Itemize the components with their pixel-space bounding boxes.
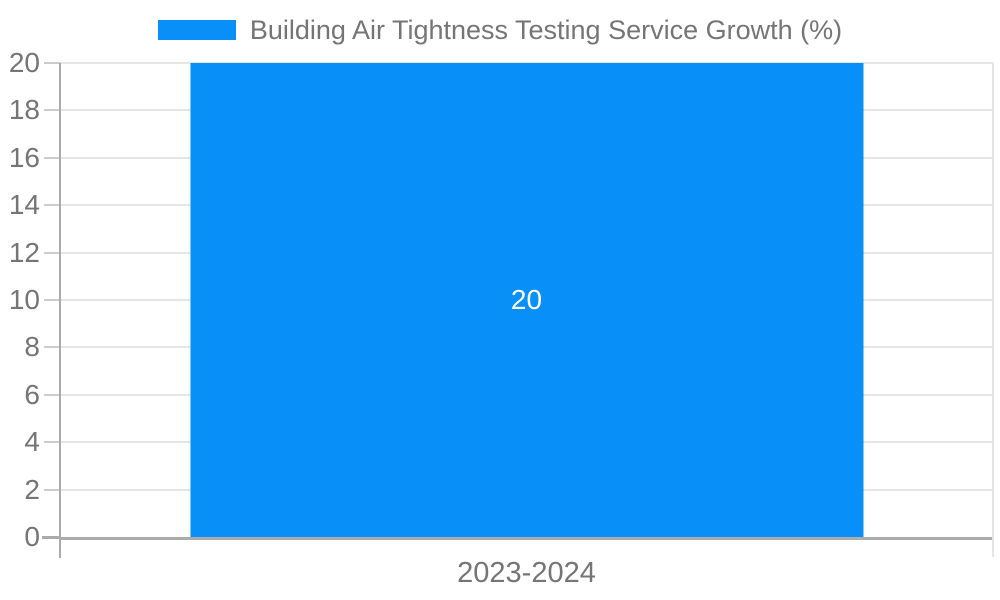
y-axis-tick-label: 0 [24, 521, 40, 552]
y-axis-tick-label: 16 [8, 141, 40, 173]
y-axis-tick-label: 18 [8, 94, 40, 126]
y-axis-tick-label: 4 [24, 426, 40, 458]
y-axis-tick [42, 536, 60, 539]
legend: Building Air Tightness Testing Service G… [0, 14, 1000, 45]
y-axis-tick [44, 109, 60, 112]
y-axis-tick-label: 6 [24, 378, 40, 410]
y-axis-tick [44, 156, 60, 159]
y-axis-tick-label: 14 [8, 189, 40, 221]
y-axis-tick-label: 8 [24, 331, 40, 363]
y-axis-tick [44, 346, 60, 349]
y-axis-tick [44, 441, 60, 444]
y-axis: 0 2 4 6 8 10 12 14 16 18 20 [0, 47, 60, 552]
y-axis-tick-label: 12 [8, 236, 40, 268]
bar-value-label: 20 [510, 284, 543, 315]
y-axis-line [59, 63, 61, 558]
y-axis-tick [44, 204, 60, 207]
legend-label: Building Air Tightness Testing Service G… [249, 14, 843, 45]
y-axis-tick [44, 299, 60, 301]
y-axis-tick [44, 62, 60, 64]
y-axis-tick [44, 488, 60, 491]
x-axis-line [60, 537, 993, 540]
x-axis-category-label: 2023-2024 [457, 557, 596, 589]
y-axis-tick-label: 2 [24, 473, 40, 505]
bar-2023-2024: 20 [190, 63, 863, 537]
plot-area: 20 [59, 62, 994, 558]
legend-swatch [157, 20, 236, 40]
y-axis-tick-label: 20 [8, 47, 40, 78]
y-axis-tick [44, 393, 60, 396]
y-axis-tick-label: 10 [8, 284, 40, 315]
y-axis-tick [44, 251, 60, 254]
plot-right-border [992, 63, 994, 557]
